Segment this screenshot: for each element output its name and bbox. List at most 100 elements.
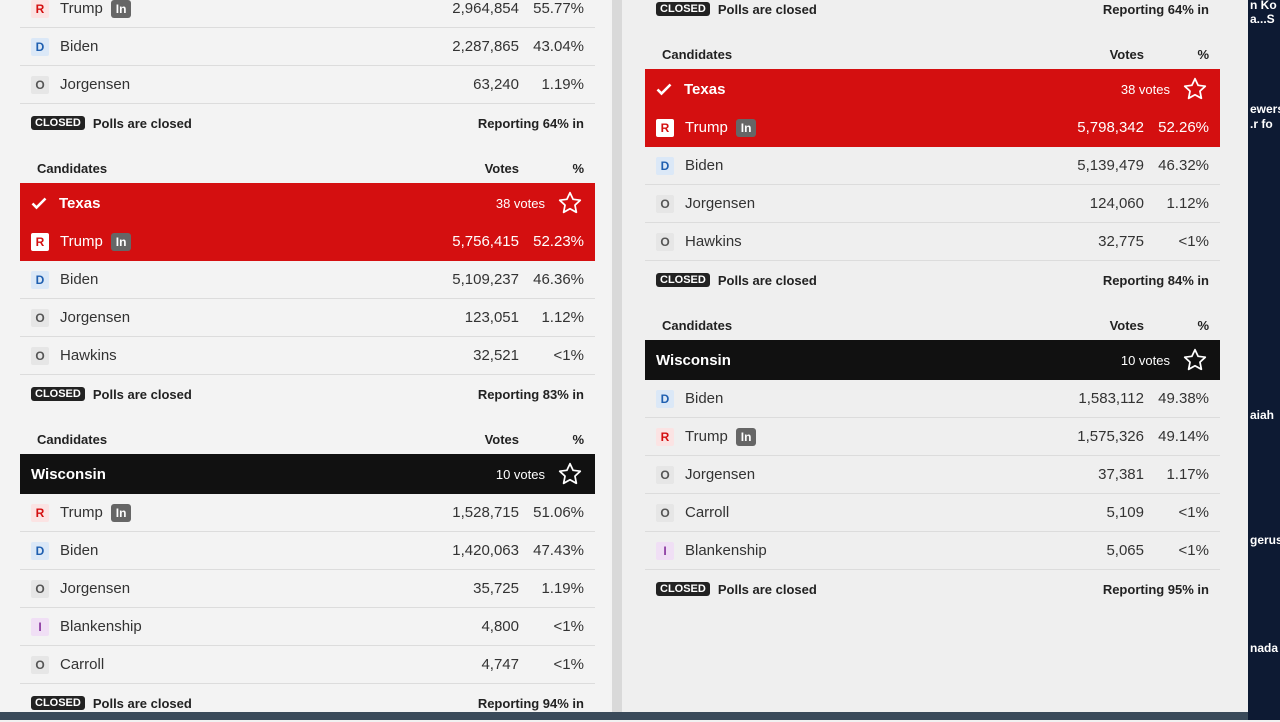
vote-count: 5,109: [1106, 504, 1144, 521]
candidate-name: Trump: [60, 0, 103, 17]
side-text: gerus: [1250, 533, 1280, 547]
block-footer: CLOSED Polls are closed Reporting 64% in: [645, 0, 1220, 28]
reporting: Reporting 84% in: [1102, 272, 1209, 288]
state: Wisconsin: [20, 466, 496, 483]
pct-header: %: [572, 160, 584, 176]
candidate-name: Biden: [60, 542, 99, 559]
electoral-votes: 10 votes: [1120, 352, 1170, 368]
state: Texas: [645, 81, 1121, 98]
side-text: nada: [1250, 641, 1279, 655]
state-bar: Wisconsin 10 votes: [645, 340, 1220, 380]
state: Texas: [20, 195, 496, 212]
candidate-name: Biden: [60, 38, 99, 55]
favorite-star[interactable]: [1182, 347, 1208, 373]
vote-pct: <1%: [1178, 542, 1209, 559]
state-bar: Wisconsin 10 votes: [20, 454, 595, 494]
candidate: D Biden: [20, 37, 399, 56]
party-badge: D: [656, 389, 674, 408]
party-badge: I: [656, 541, 674, 560]
candidate-row: R Trump In 1,575,326 49.14%: [645, 418, 1220, 456]
candidate-row: O Jorgensen 37,381 1.17%: [645, 456, 1220, 494]
results-panel: R Trump In 2,964,854 55.77% D Biden 2,287,865 43…: [20, 0, 595, 722]
party-badge: O: [656, 465, 674, 484]
party-badge: O: [656, 503, 674, 522]
incumbent-badge: In: [735, 427, 757, 446]
party-badge: O: [31, 308, 49, 327]
side-text: aiah: [1250, 408, 1275, 422]
side-text: .r fo: [1250, 117, 1273, 131]
candidate: R Trump In: [20, 503, 399, 522]
candidate-row: D Biden 5,109,237 46.36%: [20, 261, 595, 299]
state-name: Wisconsin: [656, 351, 731, 369]
candidates-header: Candidates: [37, 160, 108, 176]
vote-pct: <1%: [553, 618, 584, 635]
candidate-row: O Carroll 5,109 <1%: [645, 494, 1220, 532]
polls-status: Polls are closed: [717, 1, 817, 17]
vote-count: 5,139,479: [1077, 157, 1144, 174]
candidate: D Biden: [20, 270, 399, 289]
party-badge: R: [656, 427, 674, 446]
vote-count: 1,420,063: [452, 542, 519, 559]
candidates-header: Candidates: [662, 46, 733, 62]
candidate-name: Hawkins: [60, 347, 117, 364]
candidate: I Blankenship: [645, 541, 1024, 560]
candidate-name: Carroll: [60, 656, 105, 673]
electoral-votes: 38 votes: [495, 195, 545, 211]
column-header: Candidates Votes%: [645, 310, 1220, 340]
closed-badge: CLOSED: [31, 116, 85, 130]
block-footer: CLOSED Polls are closed Reporting 84% in: [645, 261, 1220, 299]
vote-pct: <1%: [553, 656, 584, 673]
vote-count: 37,381: [1098, 466, 1144, 483]
candidate-row: O Carroll 4,747 <1%: [20, 646, 595, 684]
candidate: R Trump In: [645, 427, 1024, 446]
vote-pct: 1.12%: [541, 309, 584, 326]
candidate-name: Hawkins: [685, 233, 742, 250]
reporting: Reporting 64% in: [477, 115, 584, 131]
candidate-name: Trump: [60, 233, 103, 250]
candidates-header: Candidates: [662, 317, 733, 333]
candidates-header: Candidates: [37, 431, 108, 447]
vote-count: 124,060: [1089, 195, 1144, 212]
reporting: Reporting 64% in: [1102, 1, 1209, 17]
vote-count: 5,756,415: [452, 233, 519, 250]
favorite-star[interactable]: [557, 461, 583, 487]
vote-pct: 51.06%: [533, 504, 584, 521]
candidate: R Trump In: [645, 118, 1024, 137]
vote-count: 5,798,342: [1077, 119, 1144, 136]
candidate-name: Carroll: [685, 504, 730, 521]
vote-pct: 46.32%: [1158, 157, 1209, 174]
candidate-name: Jorgensen: [685, 466, 756, 483]
candidate-row: R Trump In 5,756,415 52.23%: [20, 223, 595, 261]
vote-pct: 49.14%: [1158, 428, 1209, 445]
party-badge: R: [31, 0, 49, 18]
block-footer: CLOSED Polls are closed Reporting 95% in: [645, 570, 1220, 608]
party-badge: R: [31, 503, 49, 522]
party-badge: O: [31, 655, 49, 674]
candidate-row: O Jorgensen 124,060 1.12%: [645, 185, 1220, 223]
candidate: R Trump In: [20, 232, 399, 251]
state-name: Texas: [684, 80, 726, 98]
left-panel-bg: [0, 0, 612, 720]
candidate-name: Jorgensen: [60, 309, 131, 326]
vote-pct: 1.19%: [541, 76, 584, 93]
candidate-row: O Jorgensen 123,051 1.12%: [20, 299, 595, 337]
party-badge: D: [31, 541, 49, 560]
favorite-star[interactable]: [557, 190, 583, 216]
side-text: ewers: [1250, 102, 1280, 116]
favorite-star[interactable]: [1182, 76, 1208, 102]
electoral-votes: 38 votes: [1120, 81, 1170, 97]
candidate-row: O Jorgensen 35,725 1.19%: [20, 570, 595, 608]
candidate-row: O Hawkins 32,521 <1%: [20, 337, 595, 375]
vote-pct: <1%: [1178, 504, 1209, 521]
closed-badge: CLOSED: [656, 273, 710, 287]
party-badge: O: [31, 579, 49, 598]
closed-badge: CLOSED: [656, 2, 710, 16]
candidate-row: D Biden 5,139,479 46.32%: [645, 147, 1220, 185]
candidate: O Carroll: [645, 503, 1024, 522]
candidate-row: O Jorgensen 63,240 1.19%: [20, 66, 595, 104]
vote-pct: 1.17%: [1166, 466, 1209, 483]
vote-count: 1,583,112: [1078, 390, 1144, 407]
candidate: O Jorgensen: [645, 194, 1024, 213]
vote-pct: 43.04%: [533, 38, 584, 55]
party-badge: O: [656, 194, 674, 213]
